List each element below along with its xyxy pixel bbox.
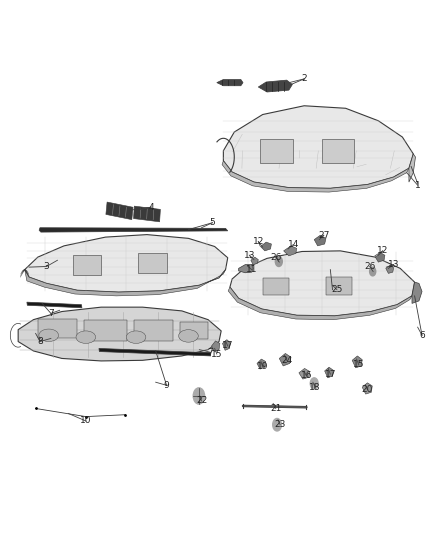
Text: 15: 15 [353,360,364,369]
Text: 11: 11 [246,265,258,274]
Polygon shape [217,79,243,86]
Ellipse shape [179,330,198,342]
Bar [326,277,352,295]
Text: 16: 16 [300,372,312,381]
Text: 9: 9 [164,381,170,390]
Text: 15: 15 [211,350,223,359]
Polygon shape [27,302,82,308]
Text: 22: 22 [196,397,207,406]
Text: 26: 26 [364,262,375,271]
Text: 1: 1 [415,181,420,190]
Polygon shape [299,368,310,379]
Polygon shape [261,242,272,251]
Polygon shape [251,257,258,264]
Text: 26: 26 [270,253,282,262]
Ellipse shape [76,331,95,343]
Polygon shape [39,228,228,232]
Text: 19: 19 [257,362,268,371]
Circle shape [310,378,318,389]
Polygon shape [284,246,297,256]
Circle shape [273,418,282,431]
Text: 27: 27 [318,231,329,240]
Bar [321,139,354,163]
Text: 3: 3 [44,262,49,271]
Polygon shape [25,270,226,296]
Text: 18: 18 [309,383,321,392]
Bar [134,320,173,341]
Polygon shape [279,353,291,366]
Polygon shape [106,202,133,220]
Polygon shape [222,161,409,192]
Text: 12: 12 [253,237,264,246]
Circle shape [370,267,376,276]
Polygon shape [134,206,160,222]
Text: 6: 6 [419,331,425,340]
Text: 7: 7 [48,309,54,318]
Polygon shape [258,80,292,92]
Polygon shape [375,253,385,262]
Polygon shape [362,383,372,394]
Text: 17: 17 [222,342,233,350]
Text: 4: 4 [148,203,154,212]
Bar [38,319,77,338]
Polygon shape [230,251,415,316]
Bar [84,320,127,341]
Text: 13: 13 [244,251,255,260]
Text: 23: 23 [275,420,286,429]
Polygon shape [223,340,230,350]
Text: 7: 7 [207,348,213,357]
Text: 21: 21 [270,404,282,413]
Bar [263,278,289,295]
Text: 8: 8 [37,337,43,346]
Polygon shape [228,287,412,320]
Text: 13: 13 [388,260,399,269]
Text: 10: 10 [80,416,92,425]
Text: 12: 12 [377,246,389,255]
Text: 25: 25 [331,285,343,294]
Polygon shape [386,265,394,273]
Polygon shape [412,282,422,303]
Circle shape [193,388,205,404]
Bar [261,139,293,163]
Polygon shape [257,359,266,369]
Polygon shape [99,349,211,356]
Ellipse shape [39,329,59,342]
Ellipse shape [126,331,146,343]
Text: 2: 2 [301,75,307,83]
Text: 24: 24 [281,356,292,365]
Polygon shape [314,235,326,246]
Polygon shape [352,356,362,368]
Polygon shape [18,307,221,361]
Polygon shape [325,367,333,378]
Circle shape [276,256,283,266]
Text: 20: 20 [362,385,373,394]
Bar [73,255,101,274]
Text: 5: 5 [209,218,215,227]
Text: 14: 14 [287,240,299,249]
Polygon shape [239,264,253,273]
Bar [138,253,166,273]
Polygon shape [25,235,228,292]
Text: 17: 17 [325,369,336,378]
Polygon shape [409,154,416,182]
Polygon shape [212,341,220,352]
Bar [180,321,208,339]
Polygon shape [223,106,413,188]
